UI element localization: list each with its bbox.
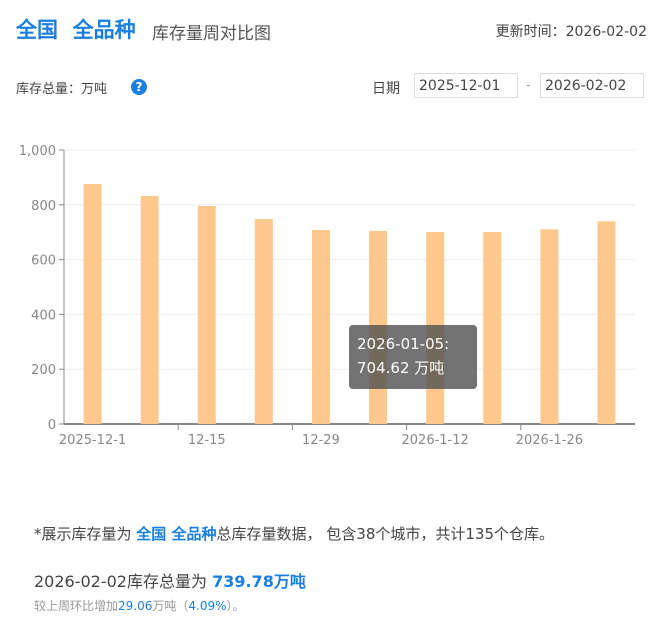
total-prefix: 2026-02-02库存总量为 <box>34 572 213 591</box>
update-label: 更新时间： <box>495 24 566 40</box>
note-prefix: *展示库存量为 <box>34 525 137 543</box>
bar-chart: 0 200 400 600 800 1,000 2025-12-1 12-15 12-29 202… <box>19 144 635 448</box>
total-value: 739.78万吨 <box>212 572 306 591</box>
change-summary: 较上周环比增加29.06万吨（4.09%）。 <box>34 597 245 614</box>
change-prefix: 较上周环比增加 <box>34 599 119 613</box>
y-tick-label: 200 <box>31 363 56 378</box>
change-value: 29.06 <box>118 599 153 613</box>
page-title: 库存量周对比图 <box>152 24 271 44</box>
y-tick-label: 1,000 <box>19 144 56 159</box>
change-suffix: ）。 <box>226 599 245 613</box>
region: 全国 <box>16 18 58 42</box>
question-circle-icon[interactable]: ? <box>131 79 147 95</box>
chart-tooltip: 2026-01-05: 704.62 万吨 <box>349 325 477 389</box>
tooltip-value: 704.62 万吨 <box>357 359 445 377</box>
bar <box>540 229 559 424</box>
x-tick-label: 12-29 <box>302 433 340 448</box>
change-pct: 4.09% <box>188 599 227 613</box>
unit-label: 库存总量：万吨 <box>16 82 108 97</box>
bar <box>597 221 616 424</box>
change-unit: 万吨（ <box>152 599 189 613</box>
x-tick-label: 2026-1-12 <box>402 433 469 448</box>
x-tick-label: 2025-12-1 <box>59 433 126 448</box>
total-summary: 2026-02-02库存总量为 739.78万吨 <box>34 568 306 592</box>
x-tick-label: 2026-1-26 <box>516 433 583 448</box>
bar <box>254 219 273 424</box>
x-tick-label: 12-15 <box>188 433 226 448</box>
bar <box>197 205 216 424</box>
tooltip-date: 2026-01-05: <box>357 335 450 353</box>
y-tick-label: 800 <box>31 199 56 214</box>
data-note: *展示库存量为 全国 全品种总库存量数据， 包含38个城市，共计135个仓库。 <box>34 523 554 544</box>
page-title-region: 全国 全品种 <box>16 14 136 44</box>
bar <box>311 230 330 424</box>
y-tick-label: 400 <box>31 308 56 323</box>
bar <box>483 231 502 424</box>
date-separator: - <box>526 78 531 93</box>
y-tick-label: 600 <box>31 254 56 269</box>
update-date: 2026-02-02 <box>565 24 647 40</box>
update-time: 更新时间：2026-02-02 <box>496 21 647 41</box>
category: 全品种 <box>72 18 136 42</box>
y-tick-label: 0 <box>48 418 56 433</box>
note-region: 全国 全品种 <box>136 525 217 543</box>
date-label: 日期 <box>372 81 400 97</box>
note-suffix: 总库存量数据， 包含38个城市，共计135个仓库。 <box>216 525 555 543</box>
end-date-input[interactable] <box>540 73 644 98</box>
bar <box>83 183 102 424</box>
bar <box>140 196 159 424</box>
start-date-input[interactable] <box>414 73 518 98</box>
